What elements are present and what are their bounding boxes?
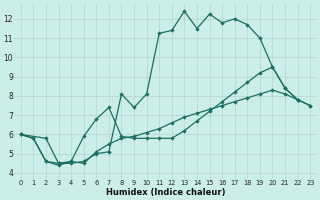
X-axis label: Humidex (Indice chaleur): Humidex (Indice chaleur) (106, 188, 225, 197)
